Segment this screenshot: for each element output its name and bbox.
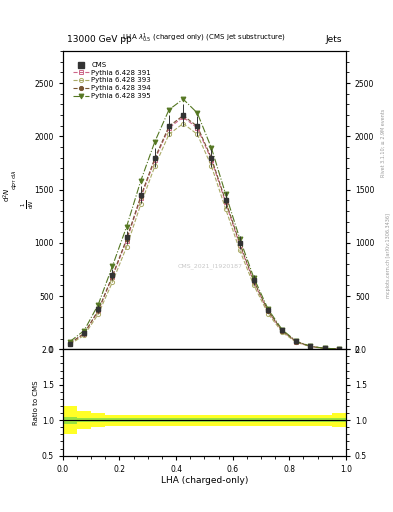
Text: 13000 GeV pp: 13000 GeV pp xyxy=(67,34,132,44)
Text: $\frac{1}{\mathrm{d}N}$: $\frac{1}{\mathrm{d}N}$ xyxy=(20,200,36,209)
Text: Jets: Jets xyxy=(325,34,342,44)
Text: Rivet 3.1.10; ≥ 2.9M events: Rivet 3.1.10; ≥ 2.9M events xyxy=(381,109,386,178)
Y-axis label: Ratio to CMS: Ratio to CMS xyxy=(33,380,39,425)
Text: LHA $\lambda^{1}_{0.5}$ (charged only) (CMS jet substructure): LHA $\lambda^{1}_{0.5}$ (charged only) (… xyxy=(122,32,286,45)
Text: $\mathrm{d}p_\mathrm{T}\,\mathrm{d}\lambda$: $\mathrm{d}p_\mathrm{T}\,\mathrm{d}\lamb… xyxy=(10,169,19,189)
Text: CMS_2021_I1920187: CMS_2021_I1920187 xyxy=(178,263,242,269)
Legend: CMS, Pythia 6.428 391, Pythia 6.428 393, Pythia 6.428 394, Pythia 6.428 395: CMS, Pythia 6.428 391, Pythia 6.428 393,… xyxy=(72,60,152,100)
Text: $\mathrm{d}^2N$: $\mathrm{d}^2N$ xyxy=(2,187,13,202)
X-axis label: LHA (charged-only): LHA (charged-only) xyxy=(161,477,248,485)
Text: mcplots.cern.ch [arXiv:1306.3436]: mcplots.cern.ch [arXiv:1306.3436] xyxy=(386,214,391,298)
